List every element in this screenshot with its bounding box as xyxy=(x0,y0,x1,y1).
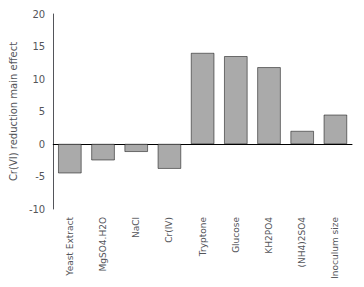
svg-text:Cr(IV): Cr(IV) xyxy=(164,217,174,243)
svg-text:20: 20 xyxy=(32,9,45,20)
svg-text:Tryptone: Tryptone xyxy=(198,217,208,258)
svg-text:Inoculum size: Inoculum size xyxy=(330,217,340,279)
svg-text:(NH4)2SO4: (NH4)2SO4 xyxy=(297,217,307,268)
svg-text:Cr(VI) reduction main effect: Cr(VI) reduction main effect xyxy=(8,42,19,181)
svg-text:-10: -10 xyxy=(29,204,45,215)
svg-text:KH2PO4: KH2PO4 xyxy=(264,217,274,254)
svg-text:15: 15 xyxy=(32,41,45,52)
svg-text:Yeast Extract: Yeast Extract xyxy=(65,217,75,277)
svg-text:-5: -5 xyxy=(35,171,45,182)
svg-text:5: 5 xyxy=(39,106,45,117)
svg-text:10: 10 xyxy=(32,74,45,85)
svg-text:Glucose: Glucose xyxy=(231,217,241,253)
svg-text:MgSO4.H2O: MgSO4.H2O xyxy=(98,217,108,271)
svg-text:NaCl: NaCl xyxy=(131,217,141,238)
svg-text:0: 0 xyxy=(39,139,45,150)
